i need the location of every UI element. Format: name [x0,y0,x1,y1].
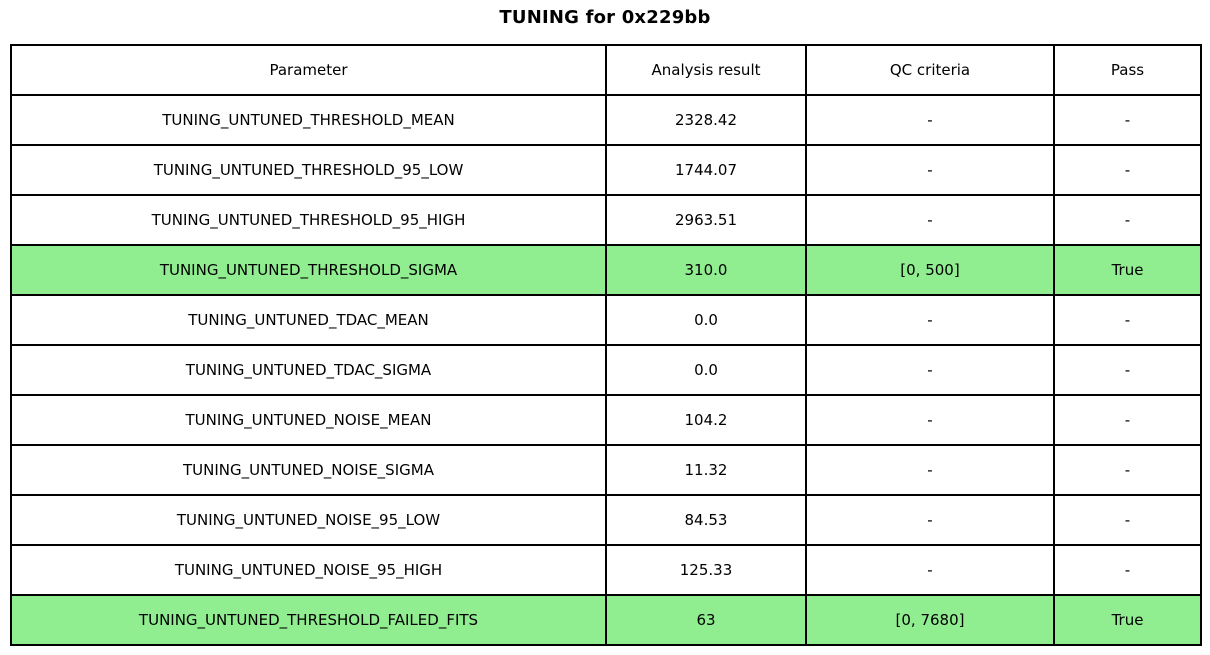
pass-cell: True [1053,594,1202,646]
qc-criteria-cell: - [805,394,1055,446]
analysis-result-cell: 1744.07 [605,144,807,196]
pass-cell: - [1053,344,1202,396]
table-row: TUNING_UNTUNED_NOISE_MEAN 104.2- - [10,394,1202,446]
header-parameter: Parameter [10,44,607,96]
table-row: TUNING_UNTUNED_TDAC_MEAN 0.0- - [10,294,1202,346]
qc-criteria-cell: - [805,144,1055,196]
table-row: TUNING_UNTUNED_THRESHOLD_95_HIGH 2963.51-… [10,194,1202,246]
analysis-result-cell: 310.0 [605,244,807,296]
analysis-result-cell: 0.0 [605,344,807,396]
parameter-cell: TUNING_UNTUNED_THRESHOLD_SIGMA [10,244,607,296]
qc-criteria-cell: - [805,344,1055,396]
analysis-result-cell: 11.32 [605,444,807,496]
table-row: TUNING_UNTUNED_THRESHOLD_MEAN 2328.42- - [10,94,1202,146]
analysis-result-cell: 84.53 [605,494,807,546]
parameter-cell: TUNING_UNTUNED_TDAC_SIGMA [10,344,607,396]
pass-cell: - [1053,394,1202,446]
analysis-result-cell: 2963.51 [605,194,807,246]
qc-criteria-cell: [0, 7680] [805,594,1055,646]
analysis-result-cell: 104.2 [605,394,807,446]
header-analysis-result: Analysis result [605,44,807,96]
qc-criteria-cell: - [805,194,1055,246]
figure-title: TUNING for 0x229bb [499,7,711,28]
table-row: TUNING_UNTUNED_NOISE_95_HIGH 125.33- - [10,544,1202,596]
analysis-result-cell: 2328.42 [605,94,807,146]
parameter-cell: TUNING_UNTUNED_THRESHOLD_MEAN [10,94,607,146]
pass-cell: - [1053,544,1202,596]
parameter-cell: TUNING_UNTUNED_THRESHOLD_95_LOW [10,144,607,196]
qc-criteria-cell: - [805,94,1055,146]
parameter-cell: TUNING_UNTUNED_TDAC_MEAN [10,294,607,346]
qc-criteria-cell: - [805,544,1055,596]
qc-criteria-cell: [0, 500] [805,244,1055,296]
table-row: TUNING_UNTUNED_THRESHOLD_SIGMA 310.0 [0, 5… [10,244,1202,296]
table-row: TUNING_UNTUNED_THRESHOLD_FAILED_FITS 63 [0… [10,594,1202,646]
parameter-cell: TUNING_UNTUNED_NOISE_95_LOW [10,494,607,546]
pass-cell: - [1053,494,1202,546]
pass-cell: - [1053,294,1202,346]
pass-cell: - [1053,194,1202,246]
header-pass: Pass [1053,44,1202,96]
table-row: TUNING_UNTUNED_THRESHOLD_95_LOW 1744.07- - [10,144,1202,196]
analysis-result-cell: 63 [605,594,807,646]
analysis-result-cell: 125.33 [605,544,807,596]
parameter-cell: TUNING_UNTUNED_NOISE_SIGMA [10,444,607,496]
parameter-cell: TUNING_UNTUNED_THRESHOLD_FAILED_FITS [10,594,607,646]
table-row: TUNING_UNTUNED_NOISE_SIGMA 11.32- - [10,444,1202,496]
qc-results-table: Parameter Analysis result QC criteria Pa… [10,44,1202,646]
parameter-cell: TUNING_UNTUNED_THRESHOLD_95_HIGH [10,194,607,246]
pass-cell: - [1053,444,1202,496]
analysis-result-cell: 0.0 [605,294,807,346]
qc-criteria-cell: - [805,444,1055,496]
qc-criteria-cell: - [805,294,1055,346]
pass-cell: - [1053,94,1202,146]
table-row: TUNING_UNTUNED_NOISE_95_LOW 84.53- - [10,494,1202,546]
pass-cell: - [1053,144,1202,196]
header-qc-criteria: QC criteria [805,44,1055,96]
pass-cell: True [1053,244,1202,296]
table-row: TUNING_UNTUNED_TDAC_SIGMA 0.0- - [10,344,1202,396]
table-body: TUNING_UNTUNED_THRESHOLD_MEAN 2328.42- - TU… [10,94,1202,646]
parameter-cell: TUNING_UNTUNED_NOISE_95_HIGH [10,544,607,596]
header-row: Parameter Analysis result QC criteria Pa… [10,44,1202,96]
parameter-cell: TUNING_UNTUNED_NOISE_MEAN [10,394,607,446]
qc-criteria-cell: - [805,494,1055,546]
